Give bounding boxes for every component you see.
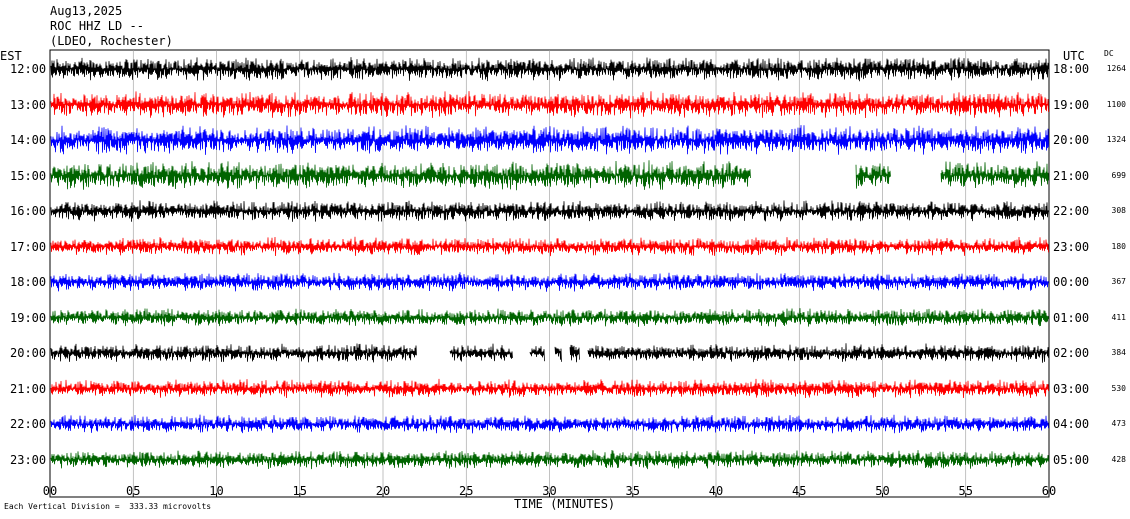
est-hour-label: 23:00 bbox=[10, 452, 47, 467]
x-tick-label: 30 bbox=[542, 484, 556, 498]
trace-1800 bbox=[50, 272, 1049, 292]
x-tick-label: 40 bbox=[709, 484, 723, 498]
x-tick-label: 15 bbox=[293, 484, 307, 498]
est-hour-label: 21:00 bbox=[10, 381, 47, 396]
dc-offset-value: 367 bbox=[1111, 277, 1126, 286]
est-hour-label: 14:00 bbox=[10, 133, 47, 147]
dc-offset-value: 530 bbox=[1111, 383, 1126, 393]
utc-hour-label: 23:00 bbox=[1053, 239, 1090, 254]
dc-offset-value: 699 bbox=[1111, 170, 1126, 180]
trace-1500 bbox=[50, 160, 1049, 191]
trace-2200 bbox=[50, 414, 1049, 434]
utc-hour-label: 21:00 bbox=[1053, 168, 1090, 183]
utc-hour-label: 19:00 bbox=[1053, 97, 1090, 112]
trace-1900 bbox=[50, 308, 1049, 327]
est-hour-label: 20:00 bbox=[10, 346, 47, 360]
x-tick-label: 50 bbox=[875, 484, 889, 498]
est-hour-label: 22:00 bbox=[10, 417, 47, 431]
utc-hour-label: 04:00 bbox=[1053, 417, 1090, 431]
est-hour-label: 17:00 bbox=[10, 239, 47, 254]
x-tick-label: 00 bbox=[43, 484, 57, 498]
dc-offset-value: 473 bbox=[1111, 419, 1126, 428]
trace-1600 bbox=[50, 200, 1049, 222]
trace-1700 bbox=[50, 236, 1049, 257]
dc-column-label: DC bbox=[1104, 49, 1114, 58]
utc-hour-label: 03:00 bbox=[1053, 381, 1090, 396]
scale-note: Each Vertical Division = 333.33 microvol… bbox=[4, 502, 212, 511]
dc-offset-value: 180 bbox=[1111, 241, 1126, 251]
x-tick-label: 05 bbox=[126, 484, 140, 498]
utc-hour-label: 22:00 bbox=[1053, 204, 1090, 218]
dc-offset-value: 384 bbox=[1111, 348, 1126, 357]
dc-offset-value: 1264 bbox=[1106, 64, 1126, 73]
trace-1300 bbox=[50, 91, 1049, 119]
est-hour-label: 16:00 bbox=[10, 204, 47, 218]
est-hour-label: 15:00 bbox=[10, 168, 47, 183]
dc-offset-value: 428 bbox=[1111, 454, 1126, 464]
utc-hour-label: 05:00 bbox=[1053, 452, 1090, 467]
right-timezone-label: UTC bbox=[1063, 49, 1085, 63]
x-tick-label: 25 bbox=[459, 484, 473, 498]
x-tick-label: 20 bbox=[376, 484, 390, 498]
dc-offset-value: 308 bbox=[1111, 206, 1126, 215]
network-label: (LDEO, Rochester) bbox=[50, 34, 173, 48]
utc-hour-label: 00:00 bbox=[1053, 275, 1090, 289]
x-tick-label: 60 bbox=[1042, 484, 1056, 498]
x-tick-label: 10 bbox=[209, 484, 223, 498]
est-hour-label: 13:00 bbox=[10, 97, 47, 112]
utc-hour-label: 02:00 bbox=[1053, 346, 1090, 360]
x-axis-title: TIME (MINUTES) bbox=[514, 497, 616, 511]
trace-2100 bbox=[50, 378, 1049, 399]
x-tick-label: 55 bbox=[959, 484, 973, 498]
left-timezone-label: EST bbox=[0, 49, 22, 63]
trace-2000 bbox=[50, 343, 1049, 363]
dc-offset-value: 1324 bbox=[1106, 135, 1126, 144]
trace-1400 bbox=[50, 125, 1049, 155]
est-hour-label: 12:00 bbox=[10, 62, 47, 76]
trace-1200 bbox=[50, 57, 1049, 82]
dc-offset-value: 411 bbox=[1111, 312, 1126, 322]
date-label: Aug13,2025 bbox=[50, 4, 123, 18]
dc-offset-value: 1100 bbox=[1106, 99, 1126, 109]
est-hour-label: 18:00 bbox=[10, 275, 47, 289]
trace-2300 bbox=[50, 449, 1049, 470]
utc-hour-label: 20:00 bbox=[1053, 133, 1090, 147]
x-tick-label: 45 bbox=[792, 484, 806, 498]
station-label: ROC HHZ LD -- bbox=[50, 19, 144, 33]
utc-hour-label: 01:00 bbox=[1053, 310, 1090, 325]
est-hour-label: 19:00 bbox=[10, 310, 47, 325]
x-tick-label: 35 bbox=[626, 484, 640, 498]
utc-hour-label: 18:00 bbox=[1053, 62, 1090, 76]
